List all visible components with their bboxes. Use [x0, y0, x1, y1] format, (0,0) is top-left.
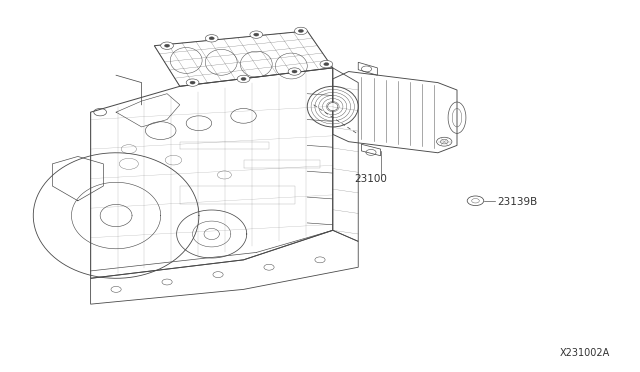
Circle shape: [288, 68, 301, 75]
Circle shape: [298, 29, 303, 32]
Text: X231002A: X231002A: [560, 348, 610, 358]
Circle shape: [241, 77, 246, 80]
Circle shape: [190, 81, 195, 84]
Circle shape: [292, 70, 297, 73]
Circle shape: [324, 62, 329, 65]
Ellipse shape: [328, 103, 338, 111]
Circle shape: [320, 61, 333, 68]
Circle shape: [186, 79, 199, 86]
Circle shape: [467, 196, 484, 206]
Circle shape: [205, 35, 218, 42]
Circle shape: [294, 27, 307, 35]
Text: 23100: 23100: [354, 174, 387, 184]
Text: 23139B: 23139B: [497, 197, 538, 207]
Circle shape: [164, 44, 170, 47]
Circle shape: [253, 33, 259, 36]
Circle shape: [250, 31, 262, 38]
Circle shape: [237, 75, 250, 83]
Circle shape: [161, 42, 173, 49]
Circle shape: [436, 137, 452, 146]
Circle shape: [209, 37, 214, 40]
